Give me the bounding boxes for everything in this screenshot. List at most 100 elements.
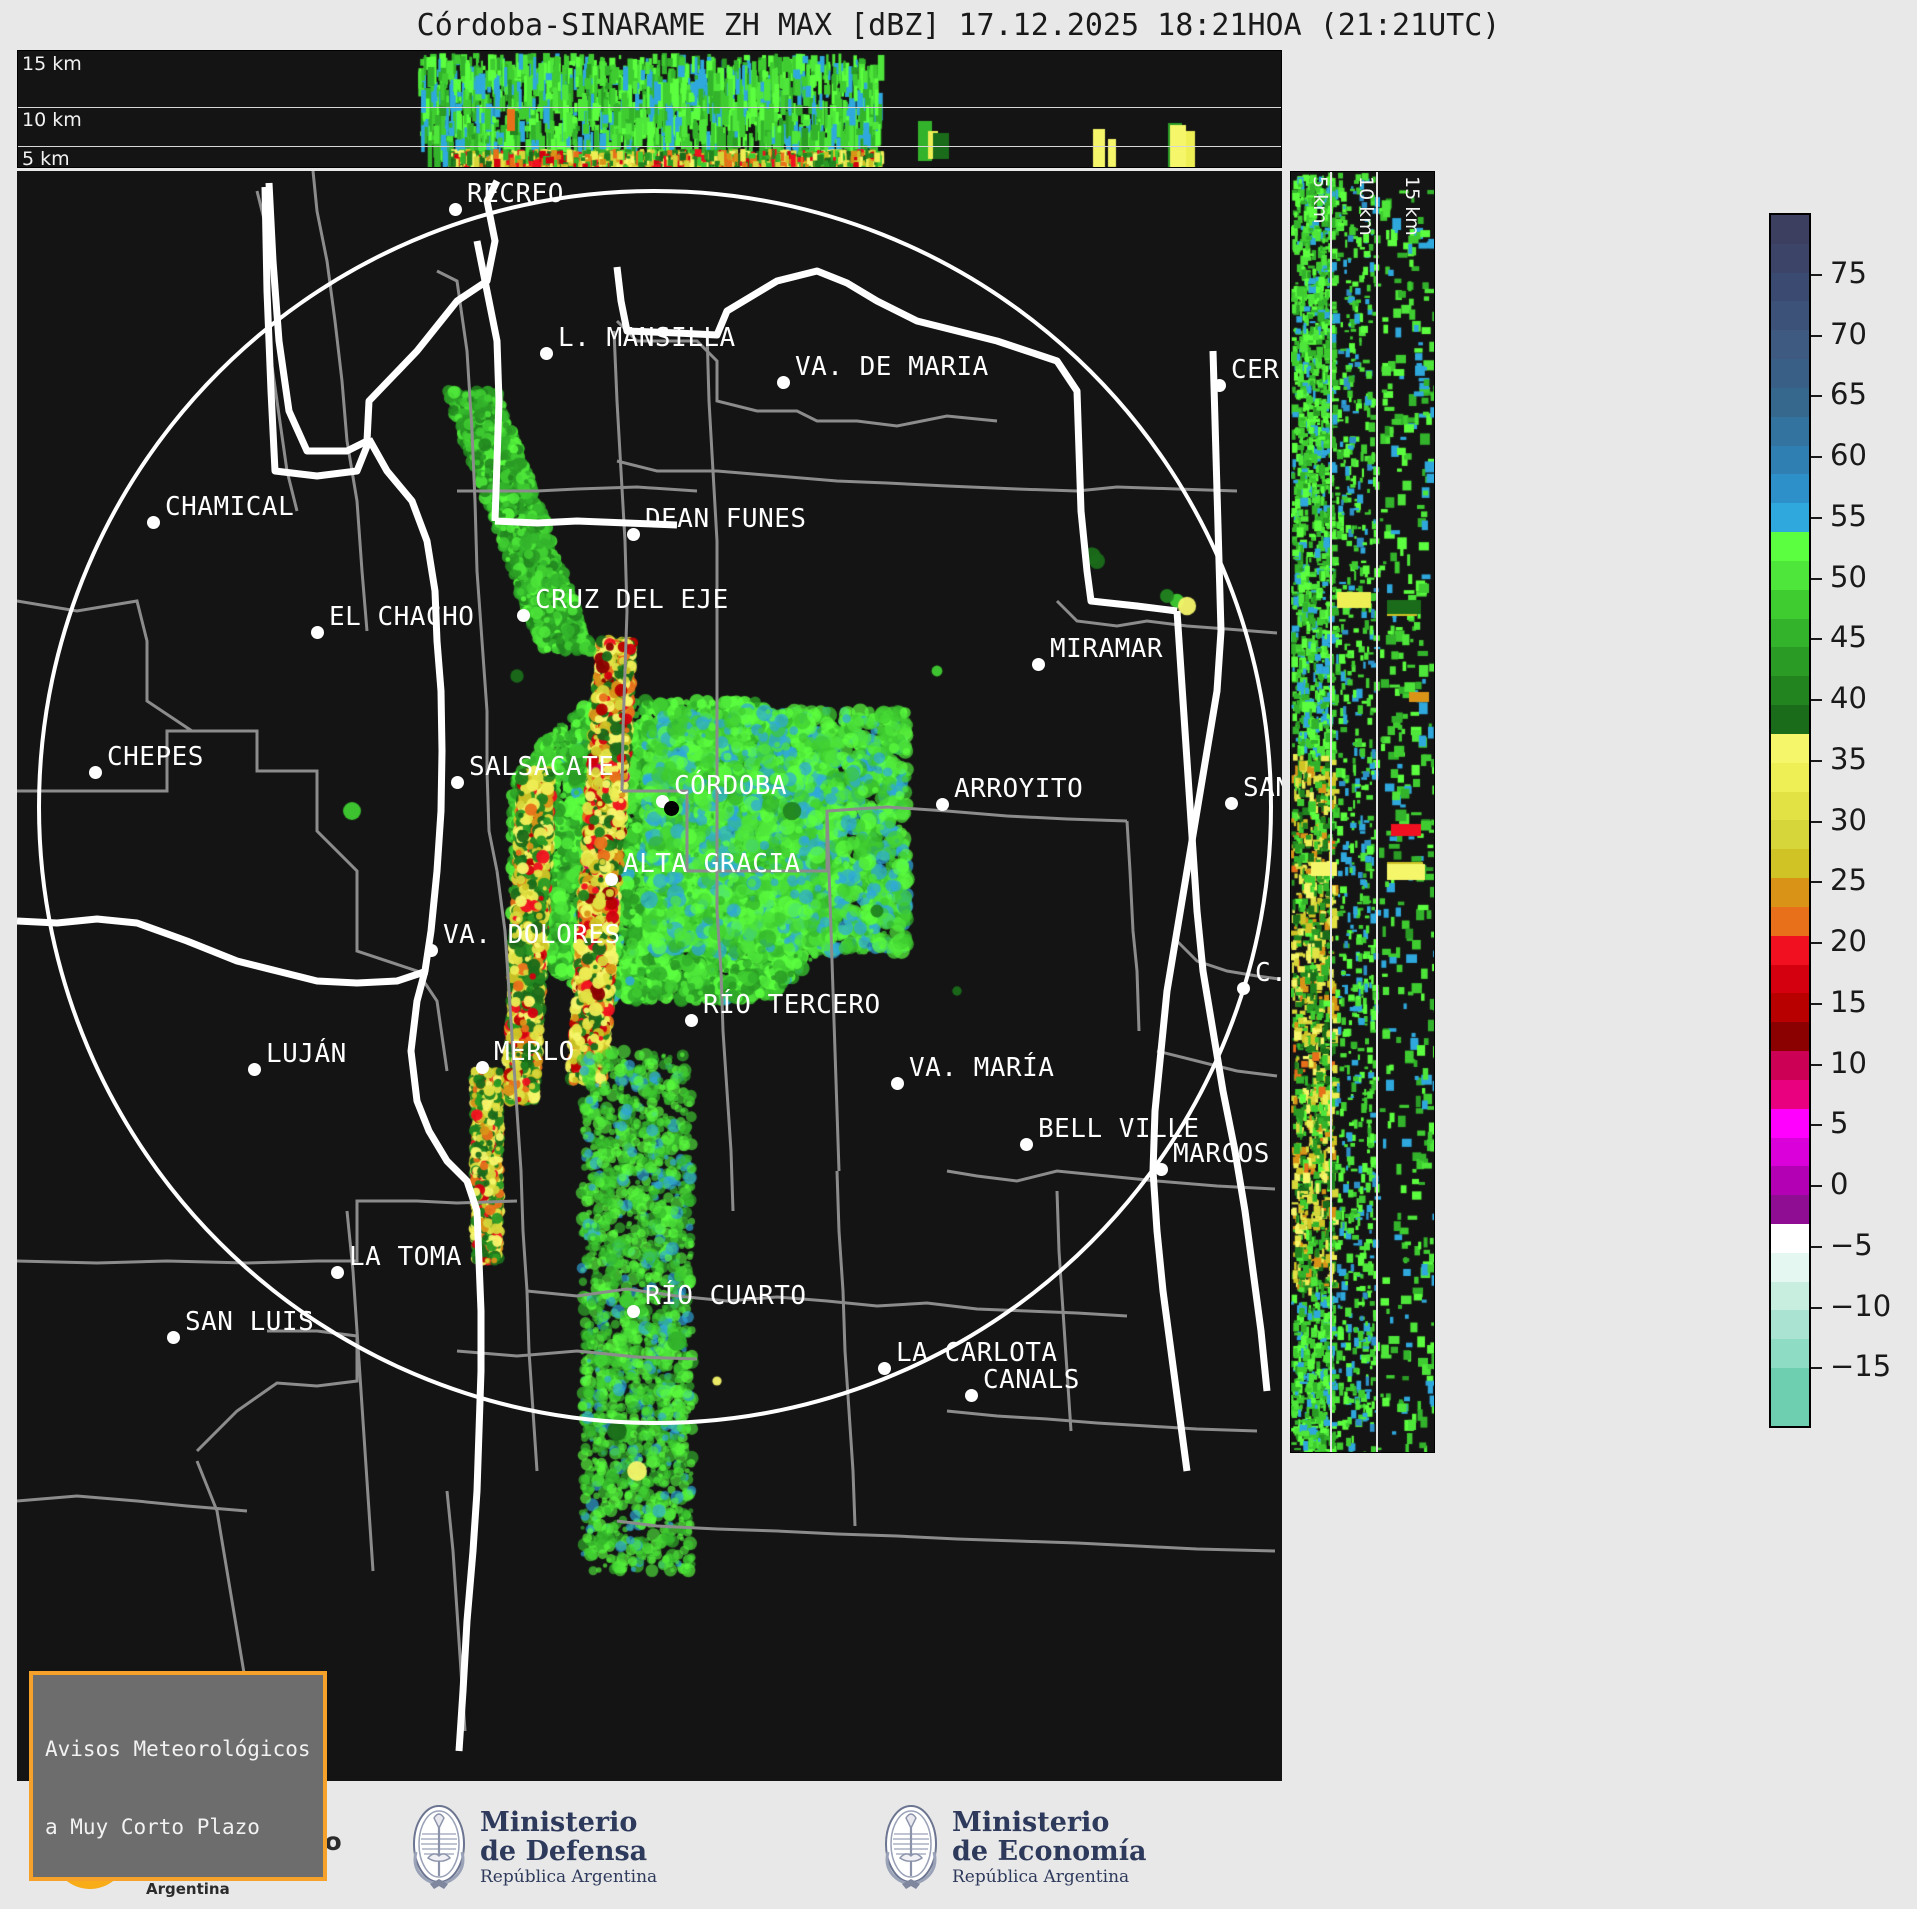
cross-section-top-echoes: [18, 51, 1281, 167]
colorbar-tick-label: 75: [1830, 255, 1867, 290]
city-label: RÍO CUARTO: [645, 1281, 807, 1311]
colorbar-tick-label: 70: [1830, 316, 1867, 351]
city-dot-icon: [891, 1077, 904, 1090]
colorbar-swatch: [1771, 1310, 1809, 1340]
city-dot-icon: [685, 1014, 698, 1027]
colorbar-tick-line: [1811, 334, 1822, 337]
colorbar-tick-line: [1811, 1245, 1822, 1248]
colorbar-tick-line: [1811, 273, 1822, 276]
city-dot-icon: [331, 1266, 344, 1279]
city-label: SAN LUIS: [185, 1307, 315, 1337]
colorbar-swatch: [1771, 618, 1809, 648]
colorbar-tick-label: 30: [1830, 802, 1867, 837]
city-dot-icon: [1225, 797, 1238, 810]
range-ring: [37, 189, 1273, 1425]
colorbar-tick-label: 15: [1830, 984, 1867, 1019]
page-title: Córdoba-SINARAME ZH MAX [dBZ] 17.12.2025…: [416, 7, 1501, 43]
city-dot-icon: [1020, 1138, 1033, 1151]
city-dot-icon: [147, 516, 160, 529]
city-dot-icon: [449, 203, 462, 216]
city-label: BELL VILLE: [1038, 1114, 1200, 1144]
vertical-cross-section-right: 5 km 10 km 15 km: [1290, 171, 1435, 1453]
logo-ministerio-defensa[interactable]: Ministerio de Defensa República Argentin…: [408, 1800, 657, 1896]
city-dot-icon: [248, 1063, 261, 1076]
colorbar-tick-line: [1811, 820, 1822, 823]
city-dot-icon: [777, 376, 790, 389]
city-label: MERLO: [494, 1037, 575, 1067]
colorbar-tick-line: [1811, 577, 1822, 580]
city-label: LA TOMA: [349, 1242, 463, 1272]
city-dot-icon: [517, 609, 530, 622]
city-dot-icon: [1237, 982, 1250, 995]
city-label: CHEPES: [107, 742, 204, 772]
city-dot-icon: [936, 798, 949, 811]
colorbar-tick-line: [1811, 699, 1822, 701]
radar-map[interactable]: RECREO L. MANSILLA VA. DE MARIA CERES CHAMIC…: [17, 171, 1282, 1781]
colorbar-tick-line: [1811, 1063, 1822, 1066]
colorbar-swatch: [1771, 1079, 1809, 1109]
colorbar-swatch: [1771, 1051, 1809, 1080]
city-label: ALTA GRACIA: [623, 849, 801, 879]
colorbar-swatch: [1771, 532, 1809, 561]
height-label-5km: 5 km: [22, 148, 70, 168]
colorbar: [1769, 213, 1811, 1428]
logo-ministerio-economia[interactable]: Ministerio de Economía República Argenti…: [880, 1800, 1146, 1896]
city-label: SALSACATE: [469, 752, 615, 782]
colorbar-swatch: [1771, 849, 1809, 879]
city-label: CÓRDOBA: [674, 771, 788, 801]
height-label-right-10km: 10 km: [1355, 176, 1377, 236]
colorbar-swatch: [1771, 791, 1809, 821]
colorbar-tick-line: [1811, 516, 1822, 519]
city-label: SAN FRAN: [1243, 773, 1282, 803]
map-vector-overlay: [17, 171, 1280, 1752]
city-label: DEAN FUNES: [645, 504, 807, 534]
city-label: RECREO: [467, 179, 564, 209]
city-label: L. MANSILLA: [558, 323, 736, 353]
vertical-cross-section-top: 15 km 10 km 5 km: [17, 50, 1282, 168]
economia-line-2: de Economía: [952, 1835, 1147, 1867]
colorbar-swatch: [1771, 964, 1809, 994]
gridline-5km: [18, 146, 1281, 147]
colorbar-swatch: [1771, 1195, 1809, 1224]
colorbar-tick-label: 60: [1830, 438, 1867, 472]
cross-section-right-echoes: [1291, 172, 1434, 1452]
colorbar-swatch: [1771, 589, 1809, 619]
colorbar-swatch: [1771, 647, 1809, 677]
highways: [17, 179, 1271, 1752]
height-label-right-15km: 15 km: [1401, 176, 1423, 236]
colorbar-tick-line: [1811, 881, 1822, 884]
warning-box[interactable]: Avisos Meteorológicos a Muy Corto Plazo: [29, 1671, 327, 1881]
city-dot-icon: [1155, 1163, 1168, 1176]
colorbar-tick-label: −15: [1830, 1349, 1892, 1384]
colorbar-swatch: [1771, 1396, 1809, 1426]
colorbar-swatch: [1771, 445, 1809, 475]
colorbar-swatch: [1771, 676, 1809, 706]
colorbar-tick-line: [1811, 1367, 1822, 1370]
colorbar-swatch: [1771, 560, 1809, 590]
colorbar-swatch: [1771, 878, 1809, 907]
city-label: CRUZ DEL EJE: [535, 585, 729, 615]
city-label: MARCOS JU: [1173, 1139, 1282, 1169]
height-label-10km: 10 km: [22, 109, 82, 131]
colorbar-swatch: [1771, 301, 1809, 331]
colorbar-tick-label: 5: [1830, 1106, 1849, 1141]
defensa-line-2: de Defensa: [480, 1835, 648, 1867]
colorbar-tick-line: [1811, 395, 1822, 398]
city-dot-icon: [605, 873, 618, 886]
city-dot-icon: [627, 528, 640, 541]
colorbar-tick-label: 35: [1830, 741, 1867, 776]
colorbar-ticks: 75 70 65 60 55 50 45 40 35 30 25 20 15 10 5 0 −5 −10 −15: [1811, 213, 1916, 1428]
warning-line-1: Avisos Meteorológicos: [45, 1736, 311, 1761]
colorbar-tick-label: 50: [1830, 559, 1867, 594]
colorbar-swatch: [1771, 762, 1809, 792]
city-dot-icon: [311, 626, 324, 639]
colorbar-swatch: [1771, 820, 1809, 850]
colorbar-tick-label: 0: [1830, 1167, 1849, 1201]
colorbar-swatch: [1771, 272, 1809, 302]
city-label: RÍO TERCERO: [703, 990, 881, 1020]
argentina-coat-of-arms-icon: [413, 1805, 465, 1889]
city-label: CERES: [1231, 355, 1282, 385]
height-label-15km: 15 km: [22, 53, 82, 75]
argentina-coat-of-arms-icon: [885, 1805, 937, 1889]
colorbar-tick-label: 25: [1830, 863, 1867, 898]
